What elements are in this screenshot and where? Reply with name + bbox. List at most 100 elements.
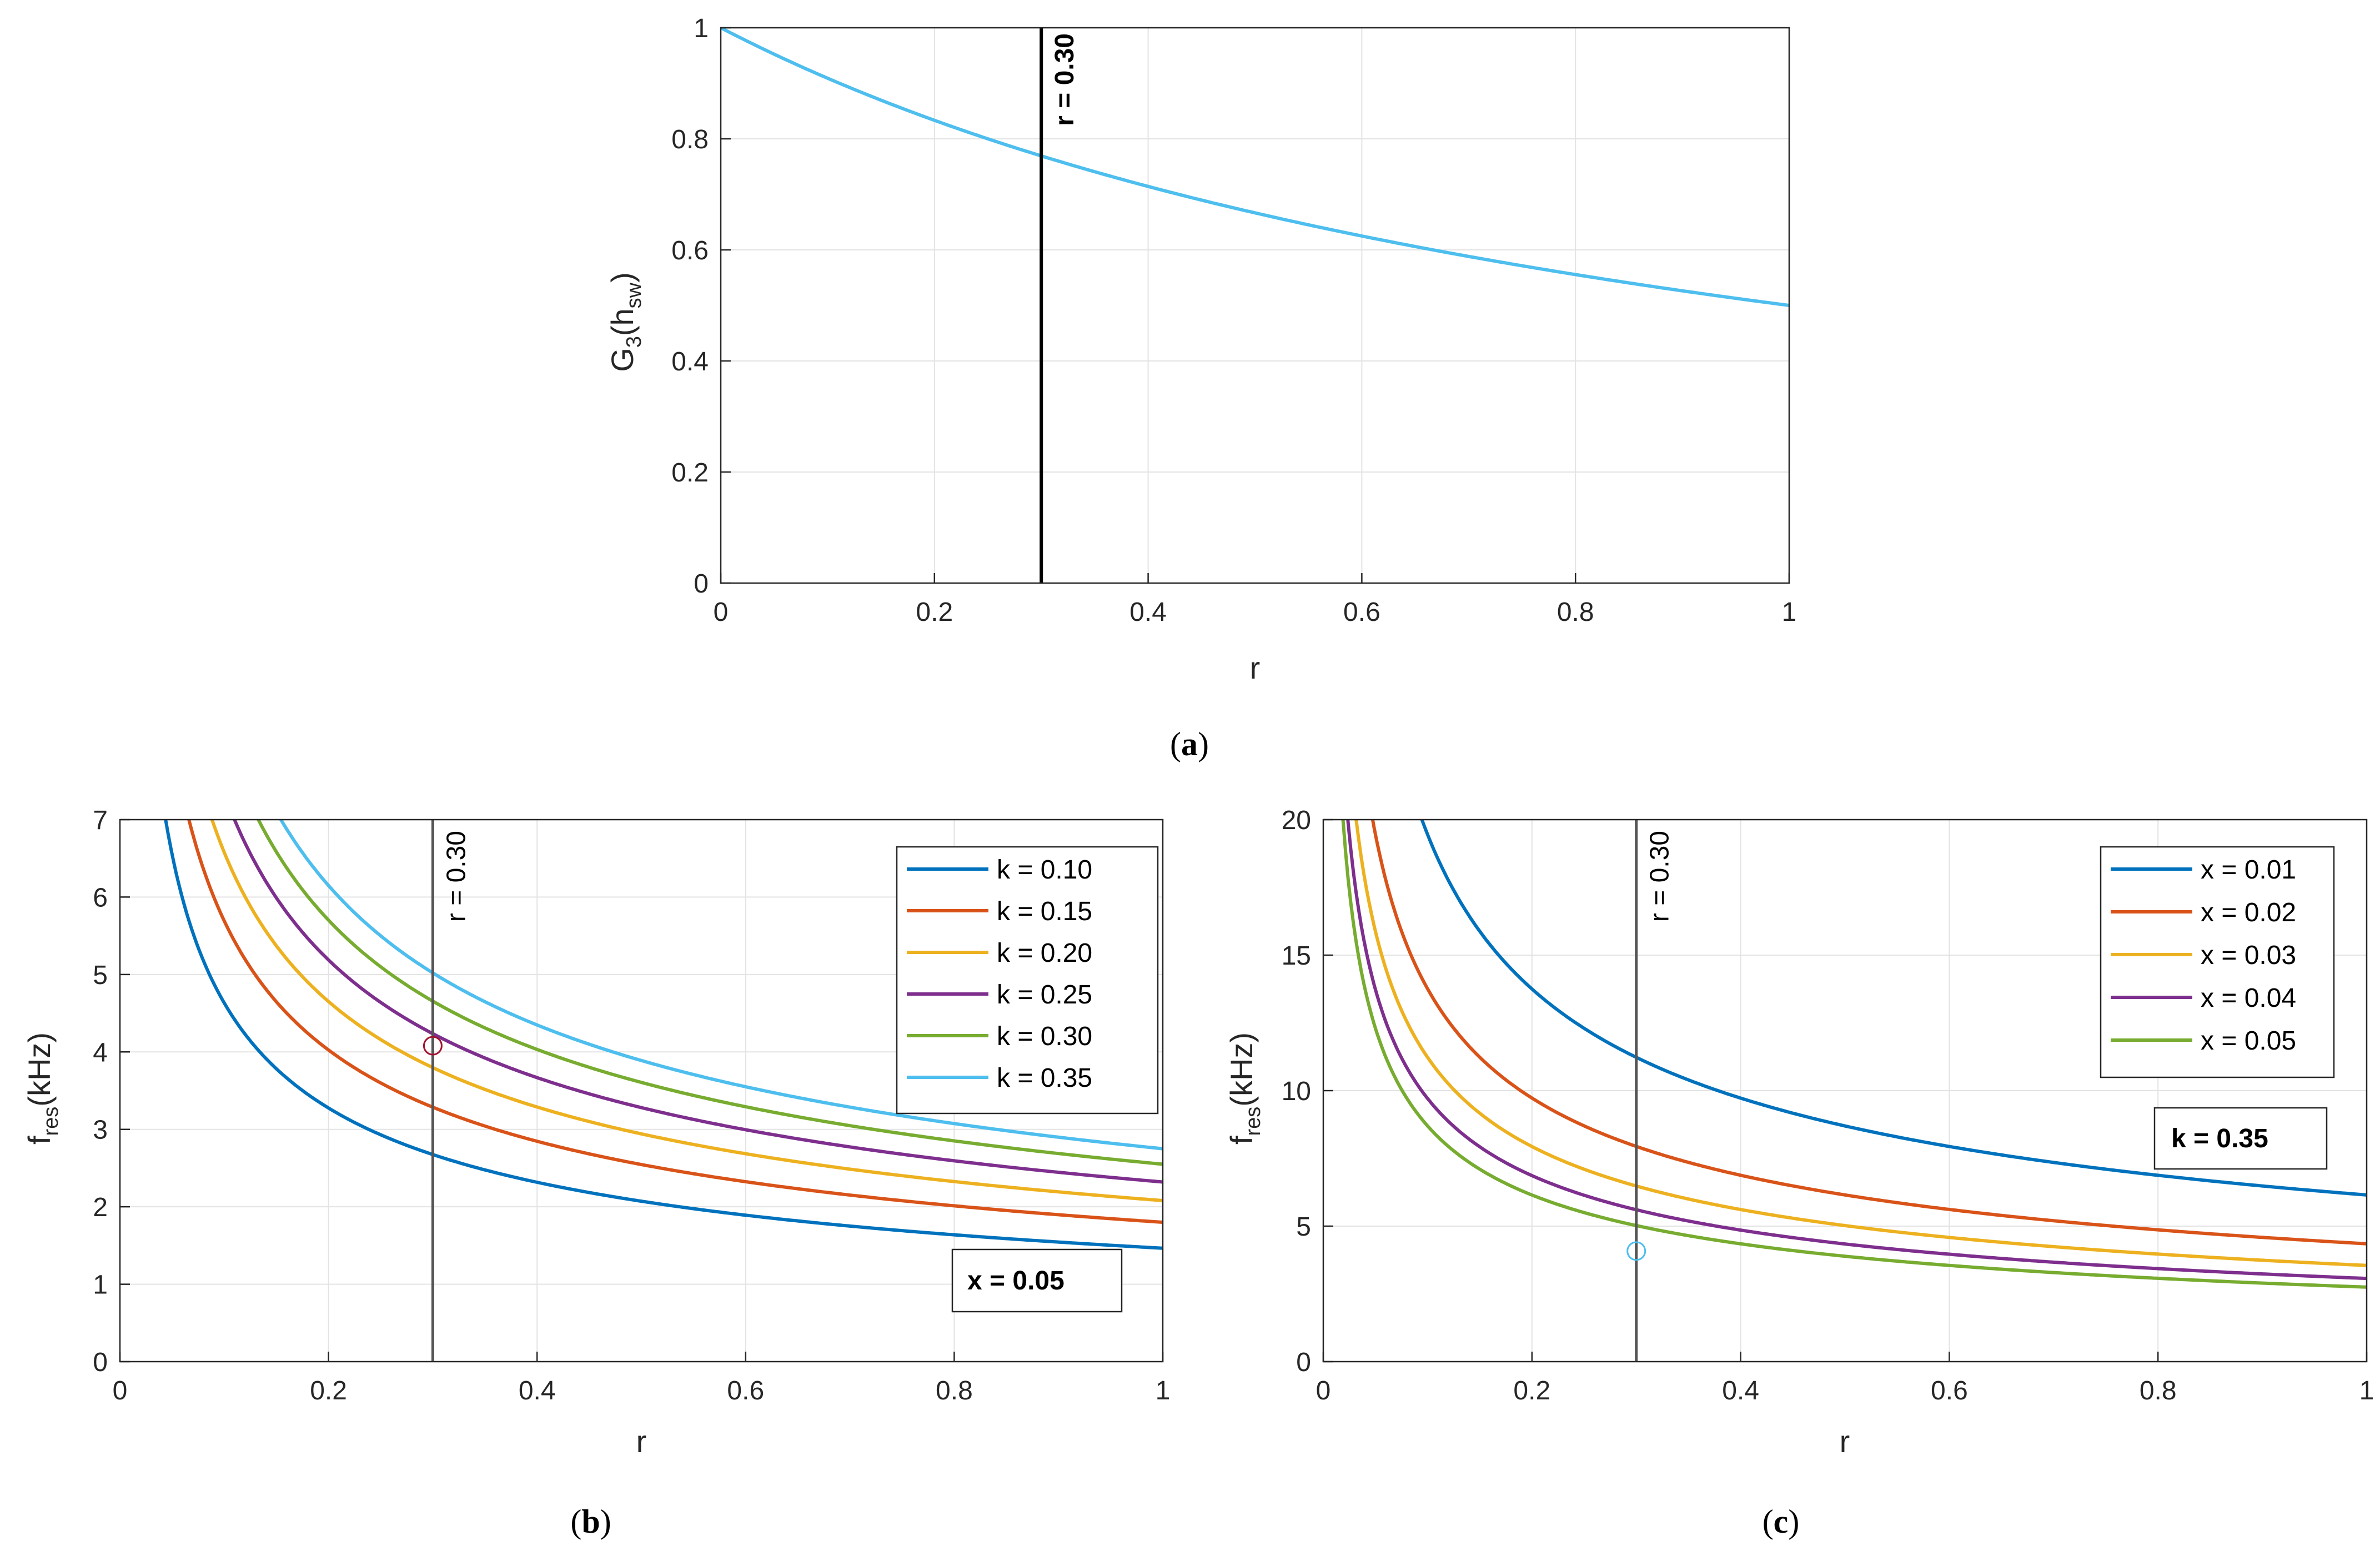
panel-b-caption: (b)	[570, 1503, 611, 1540]
panel-c-annotation-frame	[2153, 1107, 2328, 1170]
panel-a-grid	[721, 28, 1789, 583]
panel-c-marker	[1626, 1241, 1646, 1261]
panel-a-axes-box	[720, 27, 1790, 584]
panel-a-y-label: G3(hsw)	[605, 272, 646, 372]
panel-b-x-label: r	[636, 1424, 647, 1459]
panel-b-x-tick-label-2: 0.4	[519, 1376, 556, 1406]
panel-a-y-tick-label-3: 0.6	[671, 236, 709, 265]
panel-b-series-line-1	[187, 820, 1163, 1224]
panel-c-x-ticks: 0 0.2 0.4 0.6 0.8 1	[1316, 1352, 2374, 1406]
panel-b-series-line-0	[164, 820, 1163, 1250]
panel-a-x-tick-label-3: 0.6	[1343, 598, 1380, 627]
panel-b-vline-label: r = 0.30	[441, 831, 471, 922]
panel-c-series-line-3	[1346, 820, 2367, 1281]
panel-a-x-label: r	[1250, 650, 1261, 685]
panel-a-y-label-base: G	[605, 348, 640, 372]
panel-a-series	[721, 28, 1789, 307]
panel-c-reference-line: r = 0.30	[1635, 820, 1675, 1362]
panel-b-y-tick-label-2: 2	[93, 1193, 108, 1222]
panel-c-y-tick-label-3: 15	[1282, 941, 1311, 971]
panel-b-x-tick-label-5: 1	[1156, 1376, 1171, 1406]
panel-c-series	[1341, 820, 2367, 1289]
panel-a-x-tick-label-2: 0.4	[1129, 598, 1167, 627]
panel-b-axes-box	[119, 819, 1164, 1363]
panel-a-x-tick-label-5: 1	[1782, 598, 1797, 627]
panel-a: r = 0.30 0 0.2 0.4 0.6 0.8 1 0 0.2 0.4 0.6 0.8 1 r…	[605, 14, 1796, 762]
panel-c-series-line-4	[1341, 820, 2367, 1289]
panel-a-y-tick-label-5: 1	[694, 14, 709, 43]
panel-c-legend-label-2: x = 0.03	[2201, 941, 2296, 970]
panel-a-y-label-end: )	[605, 272, 640, 283]
panel-c-legend-label-3: x = 0.04	[2201, 983, 2296, 1013]
panel-b-series-line-2	[210, 820, 1163, 1202]
panel-c-legend: x = 0.01 x = 0.02 x = 0.03 x = 0.04 x = 0.05	[2100, 846, 2335, 1078]
panel-b-x-tick-label-0: 0	[113, 1376, 128, 1406]
panel-c-x-tick-label-5: 1	[2359, 1376, 2374, 1406]
panel-b-series	[164, 820, 1163, 1250]
panel-b-y-tick-label-5: 5	[93, 961, 108, 990]
panel-c-annotation-box: k = 0.35	[2153, 1107, 2328, 1170]
panel-c-series-line-2	[1354, 820, 2367, 1267]
panel-c-vline-label: r = 0.30	[1645, 831, 1675, 922]
panel-a-y-label-sub1: 3	[622, 336, 646, 348]
panel-b-y-tick-label-3: 3	[93, 1116, 108, 1145]
panel-c-legend-label-0: x = 0.01	[2201, 855, 2296, 885]
panel-b: r = 0.30 0 0.2 0.4 0.6 0.8 1 0 1 2 3 4 5 6 7 k = 0.1…	[22, 806, 1171, 1540]
panel-b-marker	[423, 1036, 443, 1056]
panel-b-legend-box	[896, 846, 1159, 1115]
panel-c-x-tick-label-3: 0.6	[1931, 1376, 1968, 1406]
panel-b-legend-label-4: k = 0.30	[997, 1022, 1092, 1051]
panel-b-series-line-5	[279, 820, 1163, 1151]
panel-b-annotation-box: x = 0.05	[951, 1248, 1123, 1313]
panel-a-series-line-0	[721, 28, 1789, 307]
panel-b-x-tick-label-3: 0.6	[727, 1376, 764, 1406]
panel-b-y-label-base: f	[22, 1136, 57, 1145]
panel-c-x-label: r	[1840, 1424, 1850, 1459]
panel-b-reference-line: r = 0.30	[431, 820, 471, 1362]
panel-a-y-label-mid: (h	[605, 308, 640, 336]
panel-b-y-tick-label-0: 0	[93, 1348, 108, 1377]
panel-b-y-tick-label-4: 4	[93, 1038, 108, 1067]
panel-b-caption-letter: b	[581, 1503, 600, 1540]
panel-c-y-label-sub: res	[1242, 1107, 1265, 1136]
panel-c-y-tick-label-4: 20	[1282, 806, 1311, 835]
panel-a-x-ticks: 0 0.2 0.4 0.6 0.8 1	[714, 573, 1797, 627]
panel-c-legend-label-1: x = 0.02	[2201, 898, 2296, 927]
panel-b-legend-label-3: k = 0.25	[997, 980, 1092, 1010]
panel-a-caption-letter: a	[1181, 726, 1198, 762]
panel-a-y-tick-label-0: 0	[694, 569, 709, 599]
panel-a-vline-label: r = 0.30	[1050, 33, 1079, 126]
panel-a-x-tick-label-1: 0.2	[916, 598, 953, 627]
panel-a-y-tick-label-1: 0.2	[671, 458, 709, 488]
panel-b-y-label: fres(kHz)	[22, 1032, 63, 1145]
panel-a-y-tick-label-4: 0.8	[671, 125, 709, 154]
panel-c-x-tick-label-1: 0.2	[1513, 1376, 1550, 1406]
panel-c-x-tick-label-4: 0.8	[2140, 1376, 2177, 1406]
panel-a-reference-line: r = 0.30	[1040, 28, 1079, 583]
panel-b-legend-label-0: k = 0.10	[997, 855, 1092, 885]
panel-c-y-tick-label-2: 10	[1282, 1077, 1311, 1106]
panel-b-y-tick-label-1: 1	[93, 1271, 108, 1300]
panel-b-series-line-4	[256, 820, 1163, 1166]
panel-b-y-label-unit: (kHz)	[22, 1032, 57, 1107]
panel-c-caption-letter: c	[1774, 1503, 1789, 1540]
panel-a-x-tick-label-0: 0	[714, 598, 729, 627]
panel-b-y-tick-label-7: 7	[93, 806, 108, 835]
panel-c-series-line-1	[1370, 820, 2367, 1246]
panel-b-marker-circle	[423, 1036, 443, 1056]
panel-b-x-tick-label-4: 0.8	[936, 1376, 973, 1406]
panel-b-legend-label-5: k = 0.35	[997, 1063, 1092, 1093]
panel-c-y-label-unit: (kHz)	[1224, 1032, 1259, 1107]
panel-c-y-tick-label-0: 0	[1296, 1348, 1311, 1377]
panel-b-annotation-text: x = 0.05	[967, 1266, 1065, 1296]
panel-b-legend: k = 0.10 k = 0.15 k = 0.20 k = 0.25 k = 0.30…	[896, 846, 1159, 1115]
panel-c-series-line-0	[1420, 820, 2367, 1197]
panel-a-caption: (a)	[1170, 726, 1209, 762]
panel-b-annotation-frame	[951, 1248, 1123, 1313]
panel-c-x-tick-label-0: 0	[1316, 1376, 1331, 1406]
panel-c-y-tick-label-1: 5	[1296, 1212, 1311, 1242]
panel-c-y-label: fres(kHz)	[1224, 1032, 1265, 1145]
panel-b-y-label-sub: res	[39, 1107, 63, 1136]
panel-b-series-line-3	[233, 820, 1163, 1184]
panel-b-x-tick-label-1: 0.2	[310, 1376, 347, 1406]
